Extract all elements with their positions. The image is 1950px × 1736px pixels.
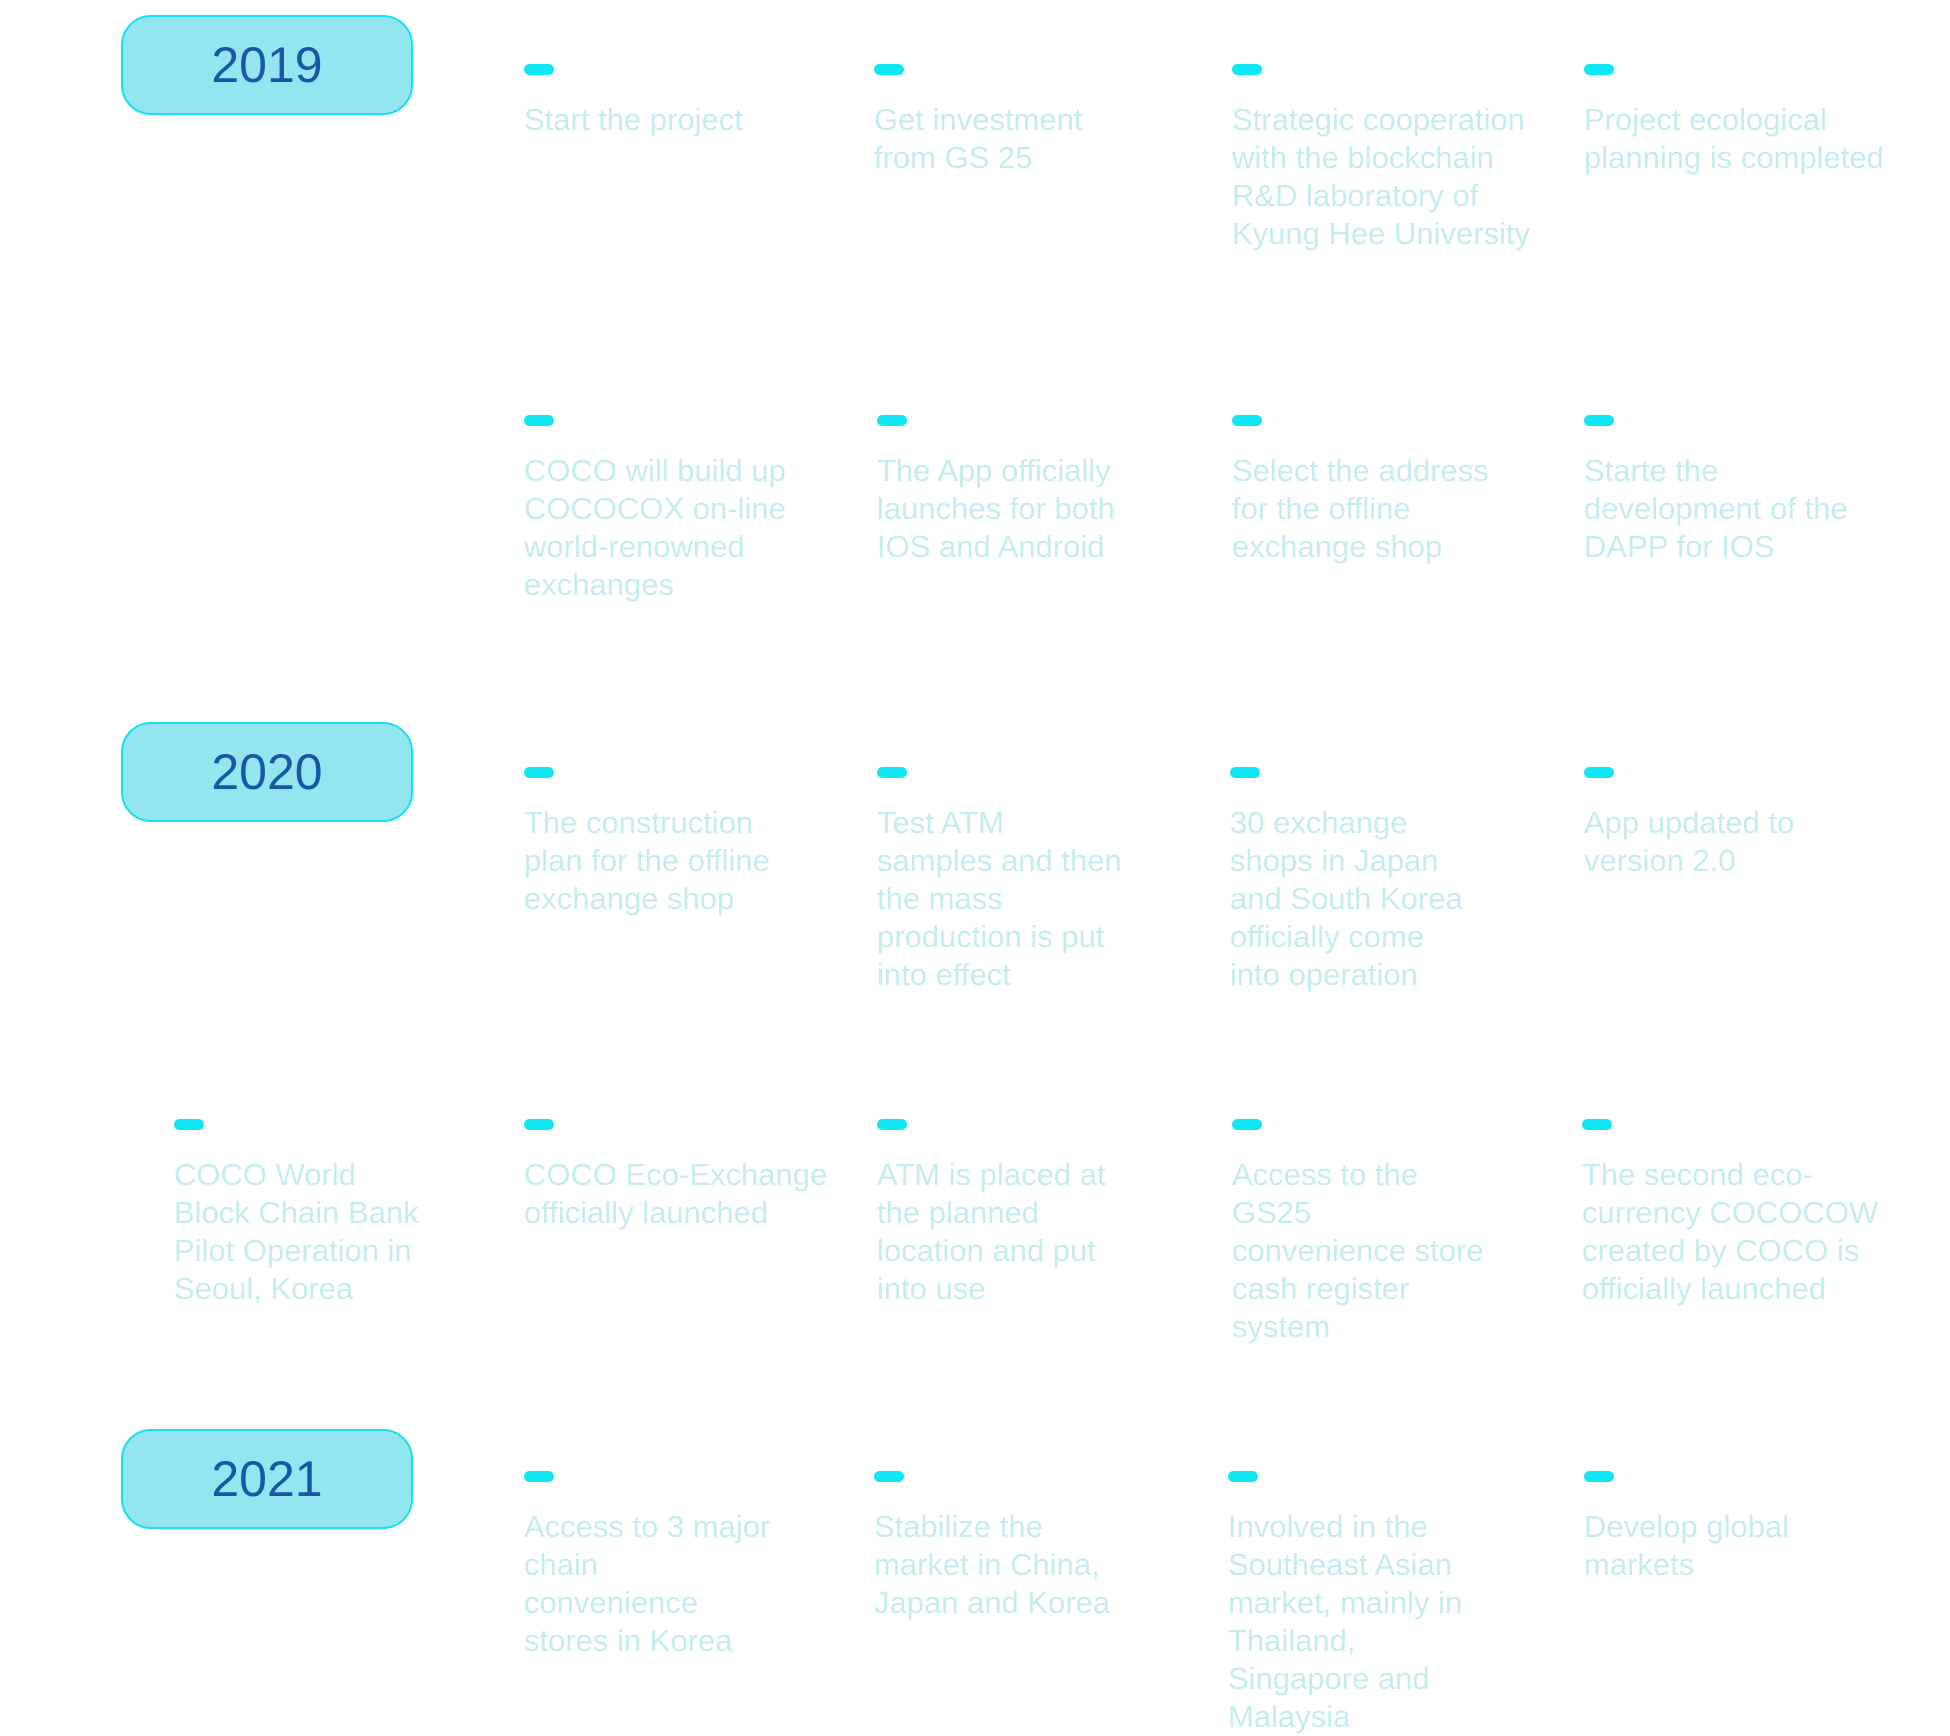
timeline-item-text: Strategic cooperation with the blockchai… [1232,102,1531,251]
timeline-item-text: COCO will build up COCOCOX on-line world… [524,453,786,602]
dash-marker [1232,64,1262,75]
timeline-item: Project ecological planning is completed [1584,64,1944,177]
timeline-item-text: The construction plan for the offline ex… [524,805,770,916]
dash-marker [877,767,907,778]
timeline-item-text: Access to 3 major chain convenience stor… [524,1509,771,1658]
timeline-item-text: COCO Eco-Exchange officially launched [524,1157,828,1230]
dash-marker [524,1119,554,1130]
timeline-item-text: App updated to version 2.0 [1584,805,1795,878]
timeline-item: Access to the GS25 convenience store cas… [1232,1119,1562,1346]
dash-marker [1584,767,1614,778]
dash-marker [1232,1119,1262,1130]
timeline-item: 30 exchange shops in Japan and South Kor… [1230,767,1560,994]
timeline-item: Get investment from GS 25 [874,64,1204,177]
dash-marker [874,64,904,75]
timeline-item: Test ATM samples and then the mass produ… [877,767,1207,994]
timeline-item: Start the project [524,64,854,139]
dash-marker [524,415,554,426]
timeline-item-text: ATM is placed at the planned location an… [877,1157,1106,1306]
dash-marker [1584,415,1614,426]
timeline-item-text: Project ecological planning is completed [1584,102,1884,175]
timeline-item: COCO will build up COCOCOX on-line world… [524,415,854,604]
timeline-item: COCO Eco-Exchange officially launched [524,1119,854,1232]
timeline-item-text: Starte the development of the DAPP for I… [1584,453,1848,564]
timeline-item-text: Start the project [524,102,743,137]
timeline-item: Select the address for the offline excha… [1232,415,1562,566]
timeline-item: Access to 3 major chain convenience stor… [524,1471,854,1660]
dash-marker [524,767,554,778]
timeline-item-text: The second eco- currency COCOCOW created… [1582,1157,1879,1306]
dash-marker [524,64,554,75]
dash-marker [877,415,907,426]
year-badge-2019: 2019 [121,15,413,115]
timeline-item-text: Access to the GS25 convenience store cas… [1232,1157,1484,1344]
timeline-item-text: Test ATM samples and then the mass produ… [877,805,1122,992]
timeline-item-text: Stabilize the market in China, Japan and… [874,1509,1111,1620]
year-badge-2020: 2020 [121,722,413,822]
timeline-item-text: Get investment from GS 25 [874,102,1083,175]
timeline-item: Stabilize the market in China, Japan and… [874,1471,1204,1622]
timeline-item-text: 30 exchange shops in Japan and South Kor… [1230,805,1463,992]
timeline-item: Develop global markets [1584,1471,1944,1584]
year-badge-2021: 2021 [121,1429,413,1529]
timeline-item: Involved in the Southeast Asian market, … [1228,1471,1558,1736]
dash-marker [1230,767,1260,778]
timeline-item: The construction plan for the offline ex… [524,767,854,918]
dash-marker [1582,1119,1612,1130]
timeline-item-text: COCO World Block Chain Bank Pilot Operat… [174,1157,419,1306]
timeline-item: ATM is placed at the planned location an… [877,1119,1207,1308]
timeline-item: The second eco- currency COCOCOW created… [1582,1119,1942,1308]
timeline-item: App updated to version 2.0 [1584,767,1944,880]
timeline-item-text: The App officially launches for both IOS… [877,453,1115,564]
dash-marker [877,1119,907,1130]
timeline-item-text: Involved in the Southeast Asian market, … [1228,1509,1463,1734]
timeline-item-text: Develop global markets [1584,1509,1790,1582]
timeline-item-text: Select the address for the offline excha… [1232,453,1489,564]
dash-marker [524,1471,554,1482]
dash-marker [1232,415,1262,426]
timeline-item: COCO World Block Chain Bank Pilot Operat… [174,1119,504,1308]
timeline-item: Strategic cooperation with the blockchai… [1232,64,1562,253]
dash-marker [1584,1471,1614,1482]
dash-marker [174,1119,204,1130]
timeline-item: Starte the development of the DAPP for I… [1584,415,1944,566]
dash-marker [1228,1471,1258,1482]
dash-marker [1584,64,1614,75]
dash-marker [874,1471,904,1482]
timeline-item: The App officially launches for both IOS… [877,415,1207,566]
